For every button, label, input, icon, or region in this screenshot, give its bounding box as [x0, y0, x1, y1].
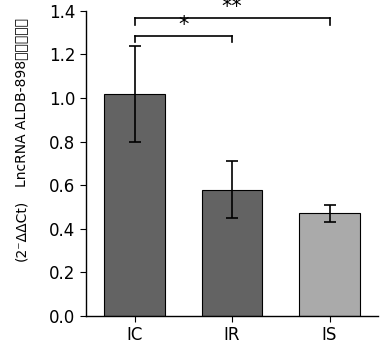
- Bar: [105, 94, 165, 316]
- Bar: [202, 190, 262, 316]
- Text: LncRNA ALDB-898相对表达量: LncRNA ALDB-898相对表达量: [14, 18, 28, 187]
- Bar: [300, 214, 360, 316]
- Text: **: **: [222, 0, 243, 17]
- Text: (2⁻ΔΔCt): (2⁻ΔΔCt): [14, 200, 28, 261]
- Text: *: *: [178, 15, 188, 35]
